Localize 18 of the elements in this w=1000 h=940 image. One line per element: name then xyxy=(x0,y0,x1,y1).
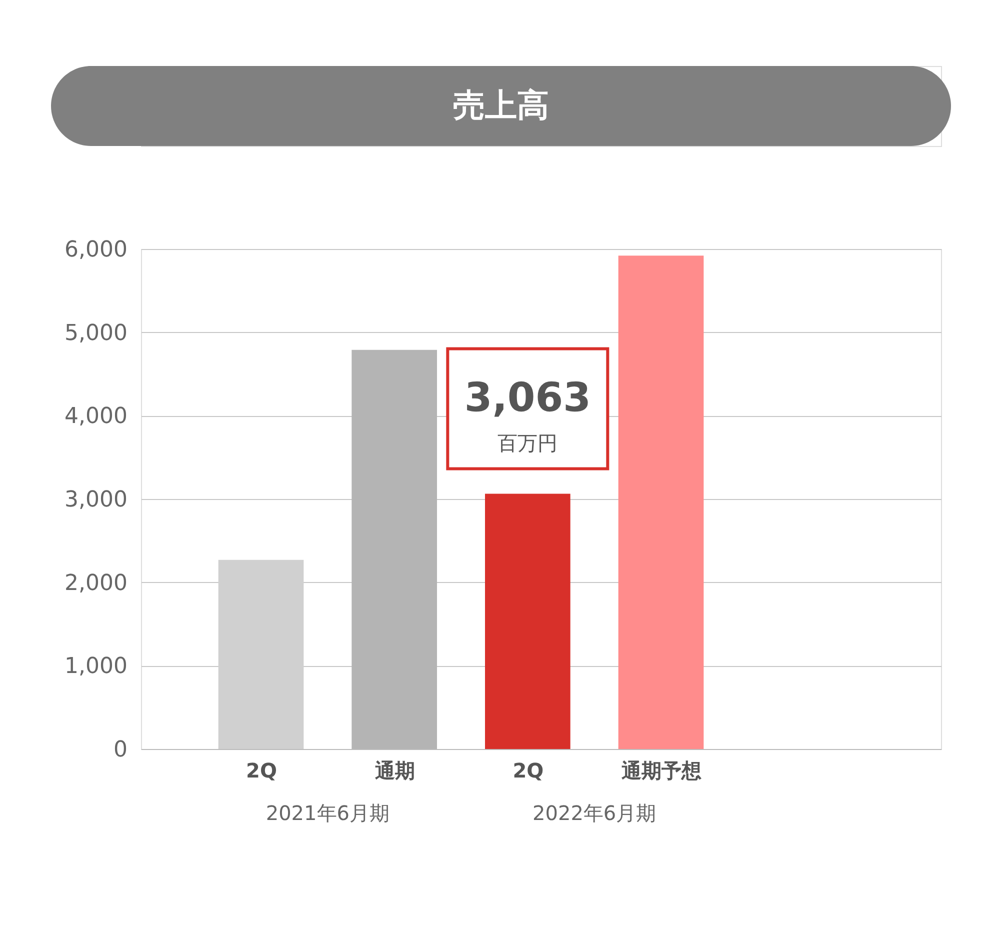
y-tick-label: 0 xyxy=(114,738,128,762)
x-tick-label: 2Q xyxy=(246,758,277,782)
x-tick-label: 2Q xyxy=(512,758,544,782)
bar xyxy=(618,256,704,749)
y-tick-label: 6,000 xyxy=(64,238,128,262)
x-tick-label: 通期 xyxy=(374,758,415,782)
x-tick-label: 通期予想 xyxy=(620,758,702,782)
y-tick-label: 4,000 xyxy=(64,404,128,430)
y-tick-label: 1,000 xyxy=(64,654,128,680)
y-tick-label: 3,000 xyxy=(64,488,128,512)
data-label: 3,063 xyxy=(464,374,591,421)
y-tick-label: 5,000 xyxy=(64,320,128,346)
y-tick-label: 2,000 xyxy=(64,570,128,596)
text: 2021年6月期 xyxy=(266,801,390,825)
text: 2022年6月期 xyxy=(532,801,656,825)
bar xyxy=(485,494,570,749)
annotation: 百万円 xyxy=(498,430,558,455)
chart-title: 売上高 xyxy=(453,86,549,124)
